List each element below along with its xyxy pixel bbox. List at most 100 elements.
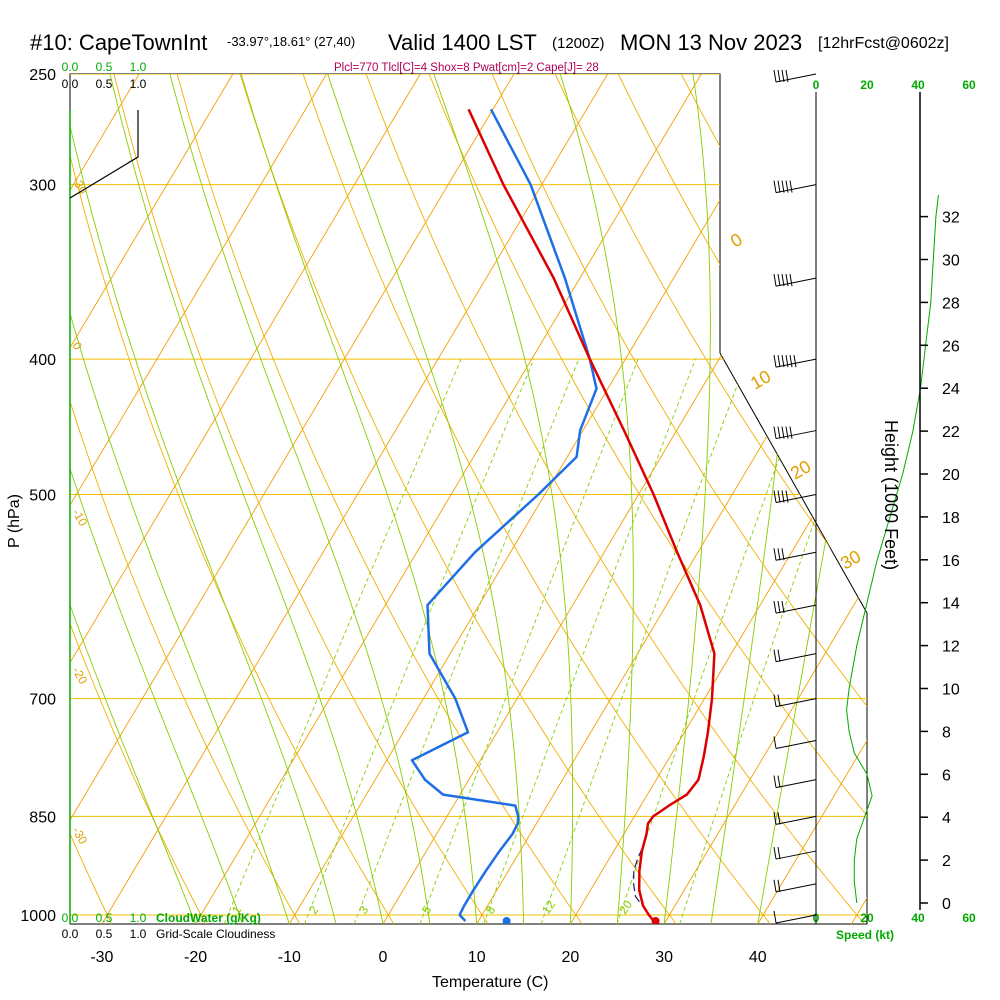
wind-barb-flag <box>777 601 781 614</box>
wind-barb <box>775 358 817 368</box>
surface-temp-dot <box>651 917 660 924</box>
height-tick-label: 8 <box>942 724 951 741</box>
isotherm-line <box>570 74 867 924</box>
speed-tick-top: 60 <box>962 78 976 92</box>
dry-adiabat-line <box>365 74 865 924</box>
wind-barb-flag <box>781 548 785 561</box>
mixing-ratio-label: 12 <box>539 897 558 916</box>
wind-barb <box>775 883 817 893</box>
moist-adiabat-line <box>103 74 384 924</box>
wind-barb-flag <box>777 548 781 561</box>
height-tick-label: 4 <box>942 810 951 827</box>
moist-adiabat-line <box>663 74 711 924</box>
moist-adiabat-line <box>70 74 337 924</box>
wind-barb-flag <box>773 649 777 662</box>
wind-barb <box>775 779 817 789</box>
x-tick-label: 30 <box>655 949 673 966</box>
cloudiness-tick-top: 0.5 <box>96 77 113 91</box>
wind-barb-flag <box>777 846 781 860</box>
speed-tick-bottom: 60 <box>962 911 976 925</box>
wind-barb-flag <box>773 490 777 503</box>
cloudiness-tick-bottom: 0.5 <box>96 927 113 941</box>
cloudwater-tick-top: 0.0 <box>62 60 79 74</box>
moist-adiabat-line <box>552 74 634 924</box>
wind-barb-flag <box>777 355 781 368</box>
wind-barb-flag <box>777 879 781 892</box>
wind-barb-flag <box>789 180 793 193</box>
wind-barb-flag <box>773 775 777 788</box>
isotherm-line <box>195 74 702 924</box>
height-tick-label: 18 <box>942 510 960 527</box>
isotherm-label: -30 <box>69 175 90 197</box>
isotherm-line <box>70 74 234 924</box>
wind-barb-flag <box>777 775 781 788</box>
mixing-ratio-line <box>353 358 580 924</box>
isotherm-line <box>757 74 867 924</box>
dry-adiabat-line <box>113 74 489 924</box>
isotherm-line <box>70 74 327 924</box>
chart-title-fcst: [12hrFcst@0602z] <box>818 35 949 52</box>
mixing-ratio-line <box>223 358 462 924</box>
wind-barb-flag <box>781 426 785 439</box>
isotherm-label: 0 <box>69 340 85 353</box>
temperature-line <box>467 108 716 922</box>
height-tick-label: 6 <box>942 767 951 784</box>
wind-barb-flag <box>773 910 777 924</box>
x-tick-label: 0 <box>379 949 388 966</box>
mixing-ratio-line <box>540 358 748 924</box>
wind-barb-flag <box>773 426 777 439</box>
y2-axis-label: Height (1000 Feet) <box>881 420 901 570</box>
speed-tick-bottom: 40 <box>911 911 925 925</box>
wind-barb-flag <box>781 490 785 503</box>
height-tick-label: 32 <box>942 210 960 227</box>
profiles <box>410 108 716 924</box>
height-tick-label: 2 <box>942 853 951 870</box>
speed-label: Speed (kt) <box>836 928 894 942</box>
cloudwater-tick-top: 1.0 <box>130 60 147 74</box>
wind-barb <box>775 551 817 561</box>
x-tick-label: 20 <box>562 949 580 966</box>
wind-barb-flag <box>773 601 777 614</box>
background-lines: 1 2 3 5 8 12 20 <box>70 74 867 924</box>
surface-dewpoint-dot <box>502 917 511 924</box>
wind-barb-flag <box>789 426 793 439</box>
speed-tick-top: 40 <box>911 78 925 92</box>
wind-barb-flag <box>773 879 777 892</box>
isotherm-line <box>70 74 515 924</box>
isotherm-label-right: 0 <box>727 229 746 251</box>
mixing-ratio-line <box>303 358 535 924</box>
cloudwater-tick-bottom: 1.0 <box>130 911 147 925</box>
y-tick-label: 850 <box>29 809 56 826</box>
mixing-ratio-line <box>616 358 816 924</box>
isotherm-line <box>70 74 421 924</box>
cloudwater-tick-bottom: 0.5 <box>96 911 113 925</box>
wind-barb-flag <box>773 274 777 287</box>
chart-title-station: #10: CapeTownInt <box>30 30 207 55</box>
wind-barb-flag <box>789 355 793 368</box>
x-tick-label: 40 <box>749 949 767 966</box>
y-tick-label: 250 <box>29 67 56 84</box>
dewpoint-line <box>410 108 598 922</box>
dry-adiabat-line <box>554 74 867 924</box>
moist-adiabat-line <box>162 74 431 924</box>
y-tick-label: 1000 <box>20 908 56 925</box>
isotherm-label: -10 <box>69 507 90 529</box>
dry-adiabat-line <box>491 74 867 924</box>
wind-barb <box>775 493 817 503</box>
isotherm-line <box>101 74 609 924</box>
cloudiness-tick-top: 1.0 <box>130 77 147 91</box>
wind-barb-flag <box>777 180 781 193</box>
wind-barb-flag <box>777 426 781 439</box>
x-axis-label: Temperature (C) <box>432 974 548 991</box>
wind-barb-flag <box>773 548 777 561</box>
wind-barb-flag <box>773 846 777 860</box>
chart-title-date: MON 13 Nov 2023 <box>620 30 802 55</box>
dry-adiabat-line <box>617 74 867 924</box>
dry-adiabat-line <box>70 74 395 924</box>
wind-barb-flag <box>785 426 789 439</box>
wind-barb-flag <box>781 69 785 83</box>
wind-barb-flag <box>777 274 781 287</box>
speed-profile-line <box>846 195 939 904</box>
moist-adiabat-line <box>70 174 243 924</box>
